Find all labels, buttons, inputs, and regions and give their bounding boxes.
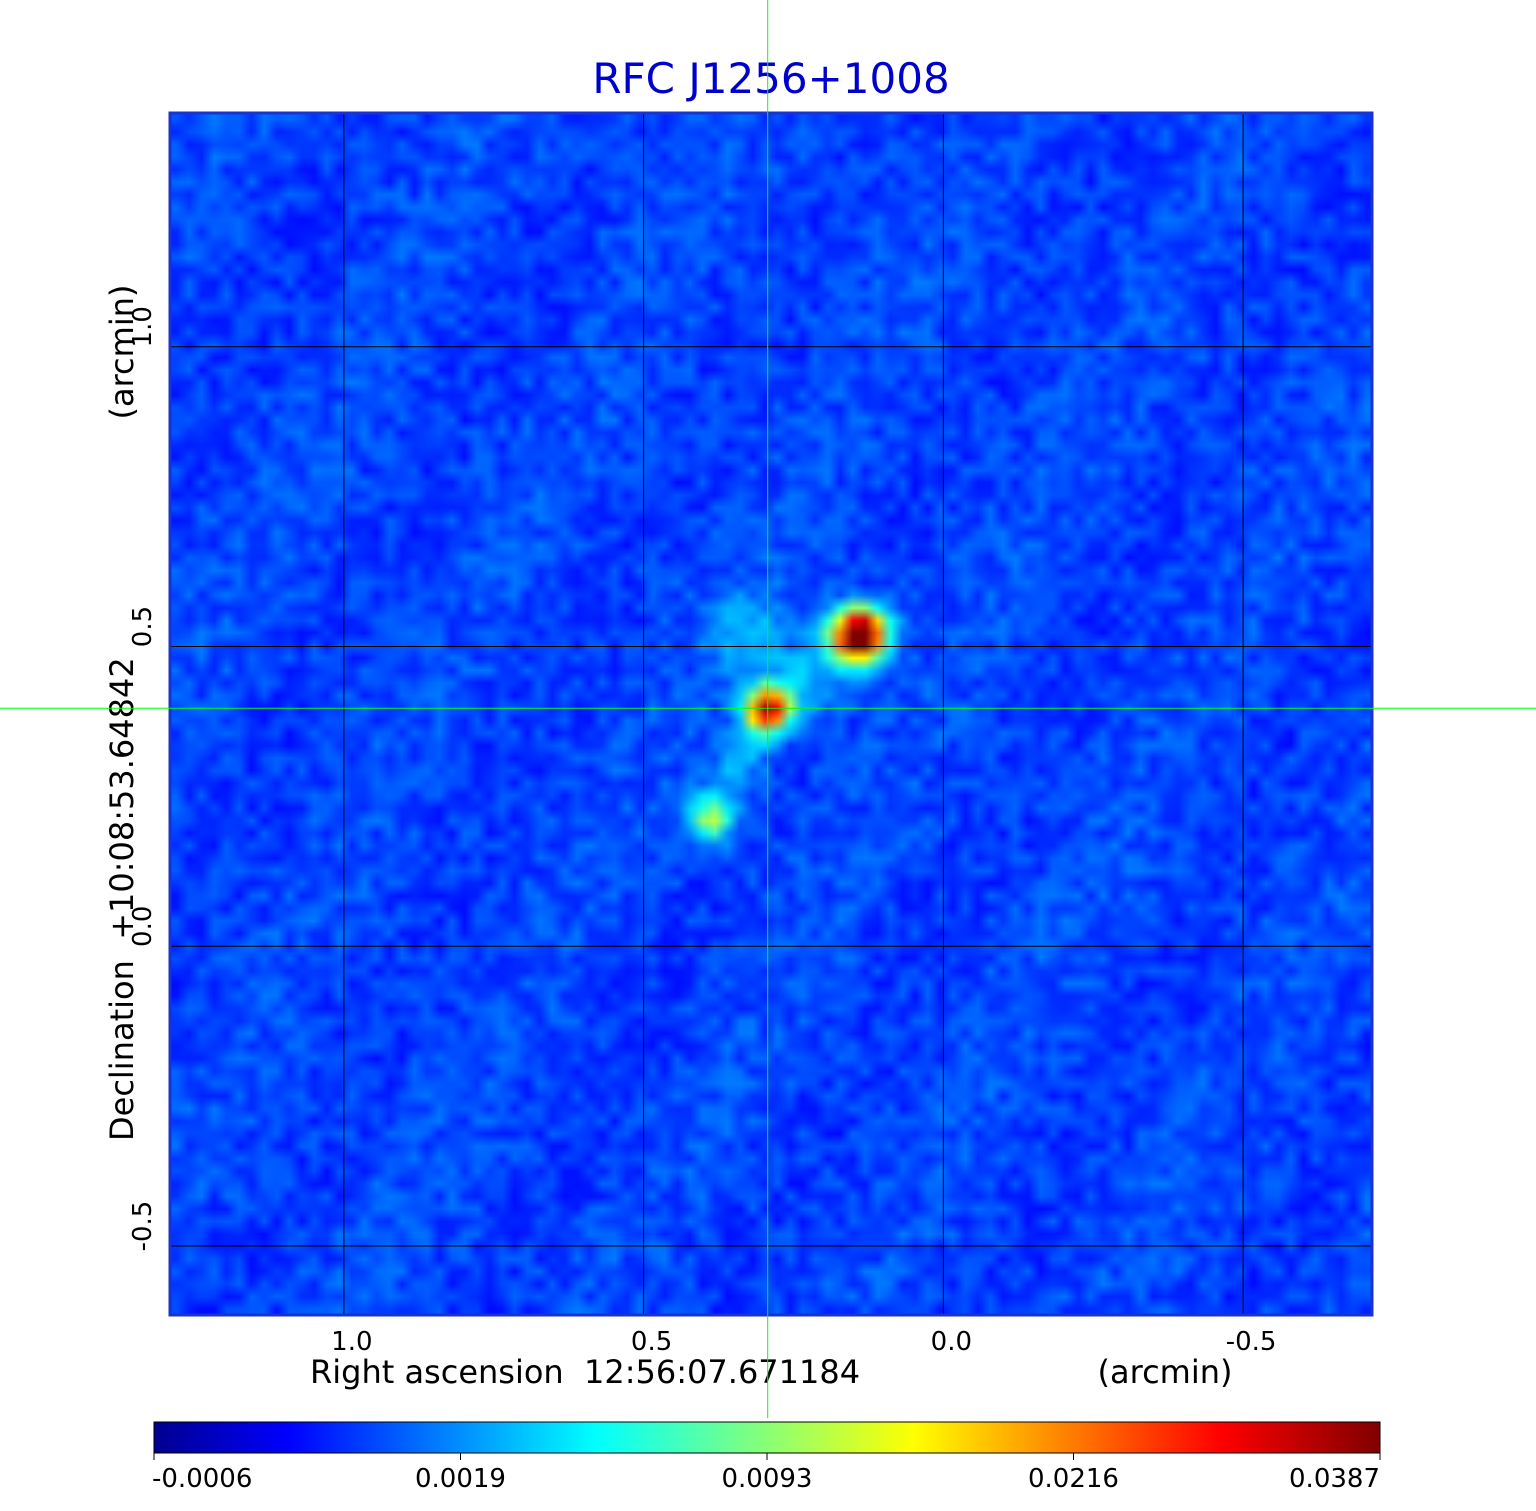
y-axis-label: Declination +10:08:53.64842 <box>103 657 141 1141</box>
x-axis-label: Right ascension 12:56:07.671184 <box>310 1353 860 1391</box>
y-axis-unit: (arcmin) <box>103 285 141 420</box>
x-axis-unit: (arcmin) <box>1098 1353 1233 1391</box>
colorbar-tick-label: 0.0019 <box>415 1464 506 1494</box>
colorbar-tick-label: -0.0006 <box>152 1464 252 1494</box>
y-tick-label: 0.0 <box>128 906 158 947</box>
intensity-map <box>170 113 1372 1315</box>
x-tick-label: -0.5 <box>1226 1327 1277 1357</box>
colorbar-tick-label: 0.0387 <box>1289 1464 1380 1494</box>
colorbar-tick-label: 0.0093 <box>722 1464 813 1494</box>
image-panel <box>170 113 1372 1315</box>
x-tick-label: 1.0 <box>331 1327 372 1357</box>
colorbar <box>153 1421 1381 1454</box>
y-tick-labels: -0.5 0.0 0.5 1.0 <box>128 306 158 1251</box>
crosshair <box>0 0 1536 1418</box>
x-tick-label: 0.5 <box>631 1327 672 1357</box>
x-tick-label: 0.0 <box>931 1327 972 1357</box>
coordinate-grid <box>170 113 1372 1315</box>
y-tick-label: 1.0 <box>128 306 158 347</box>
plot-frame <box>168 111 1374 1317</box>
colorbar-tick-labels: -0.0006 0.0019 0.0093 0.0216 0.0387 <box>152 1453 1381 1494</box>
x-tick-labels: 1.0 0.5 0.0 -0.5 <box>331 1327 1276 1357</box>
colorbar-tick-label: 0.0216 <box>1028 1464 1119 1494</box>
y-tick-label: -0.5 <box>128 1201 158 1252</box>
y-tick-label: 0.5 <box>128 606 158 647</box>
chart-title: RFC J1256+1008 <box>592 54 949 103</box>
